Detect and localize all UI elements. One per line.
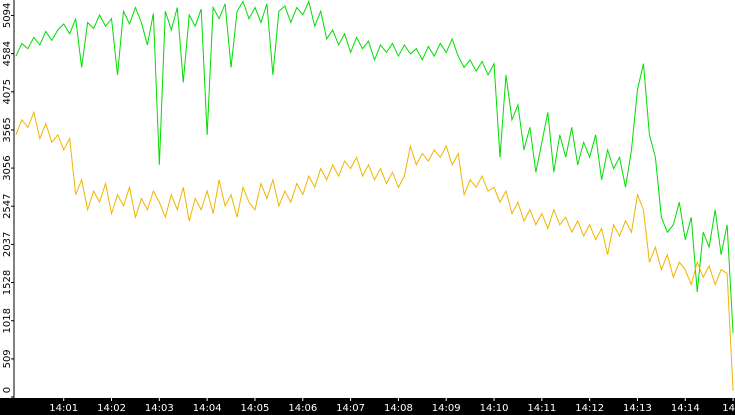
x-tick-label: 14:06 xyxy=(288,403,317,414)
x-tick-label: 14:14 xyxy=(671,403,700,414)
line-series xyxy=(15,110,734,392)
y-tick-label: 3565 xyxy=(2,117,13,142)
y-tick-label: 0 xyxy=(2,387,13,393)
x-tick-label: 14:13 xyxy=(623,403,652,414)
y-tick-label: 509 xyxy=(2,349,13,368)
y-tick-label: 1528 xyxy=(2,270,13,295)
x-tick-label: 14:09 xyxy=(432,403,461,414)
x-tick-label: 14:05 xyxy=(241,403,270,414)
y-tick-label: 3056 xyxy=(2,155,13,180)
line-series xyxy=(15,0,734,334)
x-tick-label: 14:12 xyxy=(575,403,604,414)
y-tick-label: 1018 xyxy=(2,308,13,333)
x-axis-bar xyxy=(0,398,735,415)
y-tick-label: 4075 xyxy=(2,79,13,104)
x-tick-label: 14:01 xyxy=(49,403,78,414)
y-tick-label: 2547 xyxy=(2,193,13,218)
x-tick-label: 14:04 xyxy=(193,403,222,414)
x-tick-label: 14:07 xyxy=(336,403,365,414)
x-tick-label: 14:11 xyxy=(527,403,556,414)
x-tick-label: 14:03 xyxy=(145,403,174,414)
y-tick-label: 2037 xyxy=(2,232,13,257)
x-tick-label: 14:02 xyxy=(97,403,126,414)
y-tick-label: 4584 xyxy=(2,41,13,66)
x-tick-label: 14:08 xyxy=(384,403,413,414)
x-tick-label: 14:10 xyxy=(480,403,509,414)
x-tick-label: 14 xyxy=(722,403,735,414)
y-tick-label: 5094 xyxy=(2,3,13,28)
